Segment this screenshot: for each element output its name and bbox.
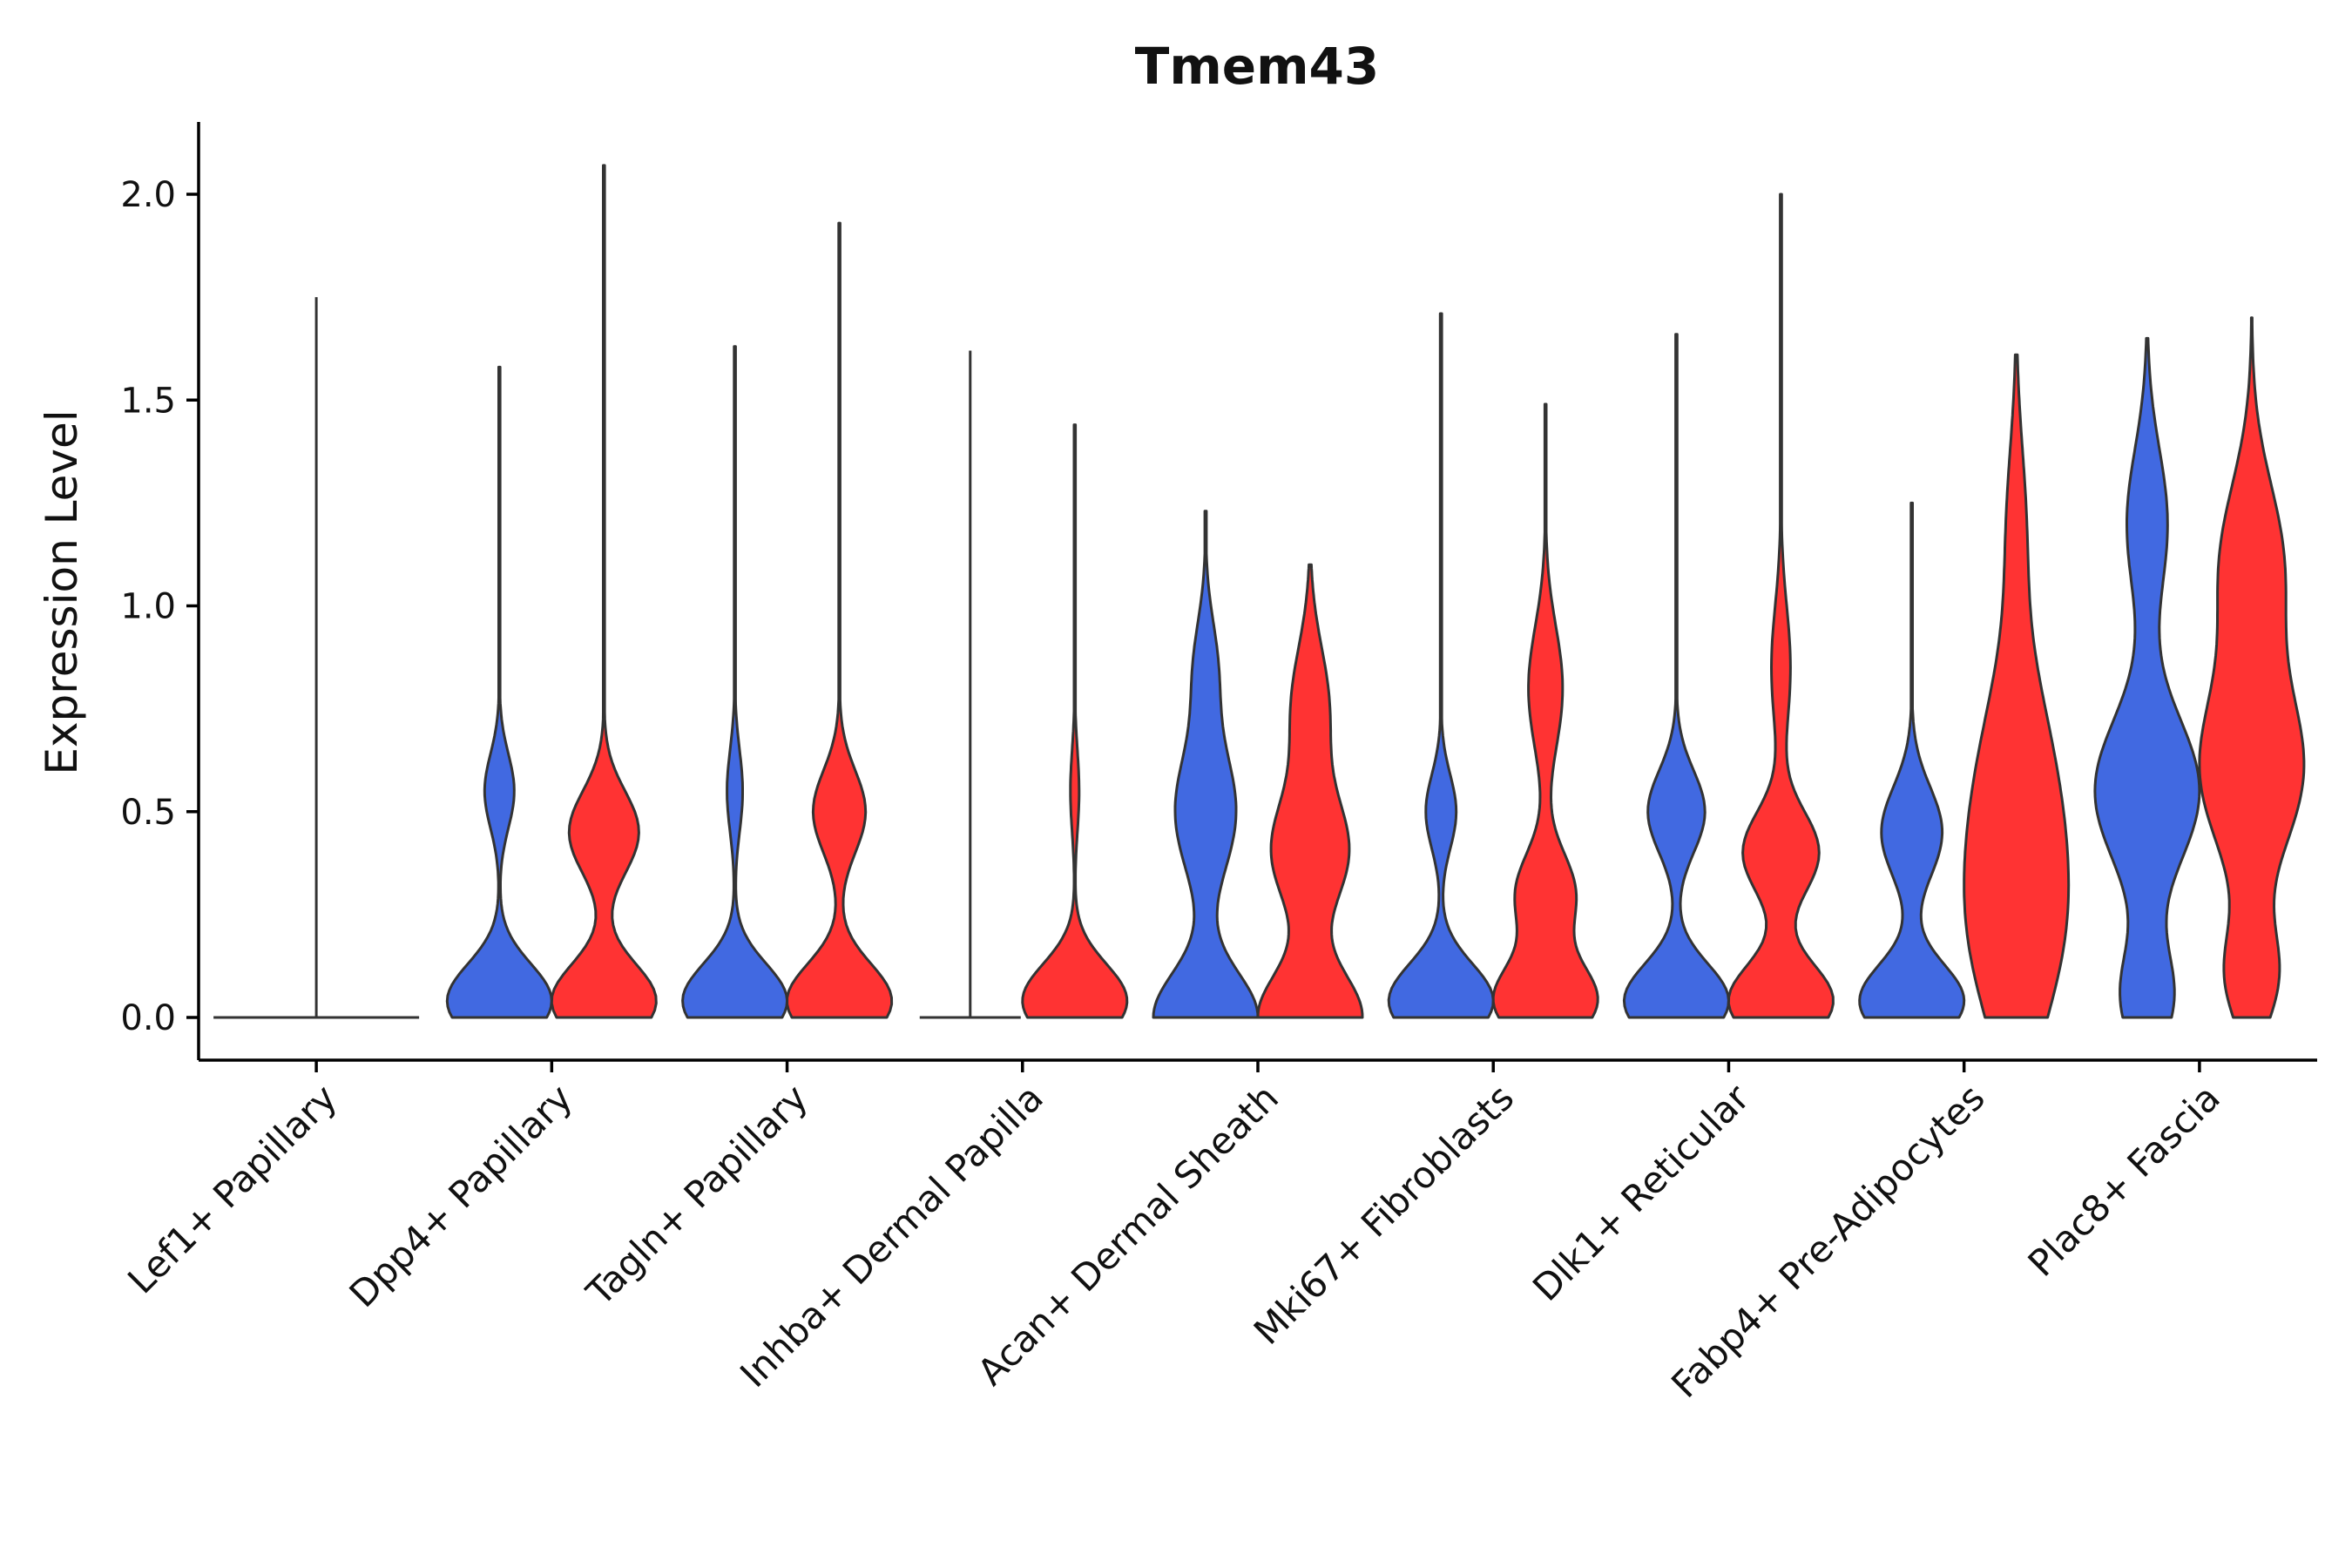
y-axis-label: Expression Level [37, 409, 87, 774]
violin-red-9 [2198, 316, 2306, 1019]
y-tick-label: 2.0 [120, 175, 176, 215]
violin-red-5 [1256, 563, 1364, 1019]
chart-title: Tmem43 [1135, 37, 1379, 96]
violin-blue-9 [2093, 336, 2201, 1019]
y-tick-label: 1.0 [120, 587, 176, 627]
violin-blue-2 [445, 365, 553, 1019]
violin-red-2 [550, 164, 658, 1019]
y-tick-label: 1.5 [120, 381, 176, 421]
y-ticks-layer: 0.0 0.5 1.0 1.5 2.0 [120, 175, 199, 1038]
violin-blue-8 [1858, 501, 1966, 1019]
violin-red-4 [1021, 423, 1129, 1019]
violin-blue-3 [681, 345, 789, 1019]
violin-blue-5 [1152, 510, 1260, 1019]
violin-blue-7 [1622, 333, 1730, 1019]
y-tick-label: 0.5 [120, 793, 176, 833]
violin-red-8 [1963, 353, 2071, 1019]
violin-blue-6 [1387, 312, 1495, 1019]
violins-layer [213, 164, 2306, 1019]
violin-red-3 [786, 221, 894, 1019]
violin-red-7 [1727, 193, 1835, 1019]
y-tick-label: 0.0 [120, 998, 176, 1038]
violin-red-6 [1491, 402, 1599, 1019]
